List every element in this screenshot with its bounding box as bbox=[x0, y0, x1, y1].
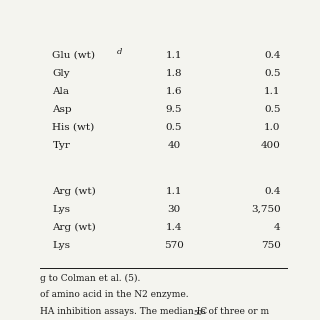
Text: Arg (wt): Arg (wt) bbox=[52, 187, 96, 196]
Text: 50: 50 bbox=[193, 309, 202, 317]
Text: Asp: Asp bbox=[52, 105, 72, 114]
Text: 1.4: 1.4 bbox=[166, 223, 182, 232]
Text: 1.0: 1.0 bbox=[264, 123, 281, 132]
Text: Lys: Lys bbox=[52, 241, 70, 250]
Text: 1.1: 1.1 bbox=[264, 87, 281, 96]
Text: s of three or m: s of three or m bbox=[201, 307, 269, 316]
Text: 0.4: 0.4 bbox=[264, 51, 281, 60]
Text: Tyr: Tyr bbox=[52, 141, 70, 150]
Text: 1.1: 1.1 bbox=[166, 51, 182, 60]
Text: 750: 750 bbox=[261, 241, 281, 250]
Text: 40: 40 bbox=[167, 141, 180, 150]
Text: HA inhibition assays. The median IC: HA inhibition assays. The median IC bbox=[40, 307, 207, 316]
Text: Gly: Gly bbox=[52, 69, 70, 78]
Text: 1.8: 1.8 bbox=[166, 69, 182, 78]
Text: 0.5: 0.5 bbox=[166, 123, 182, 132]
Text: 400: 400 bbox=[261, 141, 281, 150]
Text: 4: 4 bbox=[274, 223, 281, 232]
Text: 570: 570 bbox=[164, 241, 184, 250]
Text: 3,750: 3,750 bbox=[251, 205, 281, 214]
Text: Ala: Ala bbox=[52, 87, 69, 96]
Text: Lys: Lys bbox=[52, 205, 70, 214]
Text: Glu (wt): Glu (wt) bbox=[52, 51, 95, 60]
Text: 0.5: 0.5 bbox=[264, 105, 281, 114]
Text: 30: 30 bbox=[167, 205, 180, 214]
Text: 1.6: 1.6 bbox=[166, 87, 182, 96]
Text: 0.5: 0.5 bbox=[264, 69, 281, 78]
Text: g to Colman et al. (5).: g to Colman et al. (5). bbox=[40, 274, 140, 283]
Text: 0.4: 0.4 bbox=[264, 187, 281, 196]
Text: His (wt): His (wt) bbox=[52, 123, 95, 132]
Text: 1.1: 1.1 bbox=[166, 187, 182, 196]
Text: d: d bbox=[117, 48, 122, 56]
Text: of amino acid in the N2 enzyme.: of amino acid in the N2 enzyme. bbox=[40, 291, 188, 300]
Text: 9.5: 9.5 bbox=[166, 105, 182, 114]
Text: Arg (wt): Arg (wt) bbox=[52, 223, 96, 232]
